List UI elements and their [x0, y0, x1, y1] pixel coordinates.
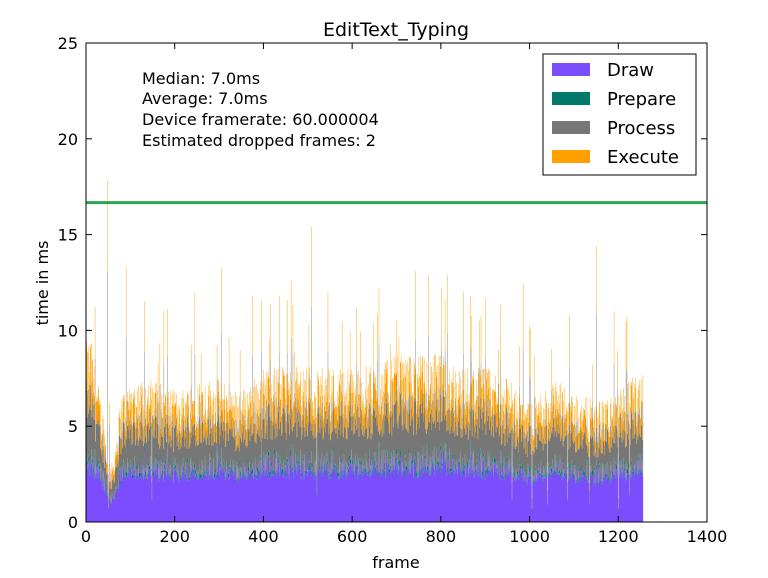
- x-tick-label: 800: [426, 527, 457, 546]
- y-tick-label: 25: [58, 34, 78, 53]
- stats-annotation: Median: 7.0ms Average: 7.0ms Device fram…: [142, 69, 379, 150]
- y-axis-label: time in ms: [33, 241, 52, 326]
- legend-swatch-prepare: [552, 92, 590, 105]
- legend-swatch-draw: [552, 63, 590, 76]
- legend-label-process: Process: [607, 118, 675, 139]
- legend-label-execute: Execute: [607, 147, 679, 168]
- bar-series-prepare: [86, 432, 644, 509]
- plot-frame: [85, 42, 708, 523]
- x-tick-label: 400: [248, 527, 279, 546]
- average-text: Average: 7.0ms: [142, 89, 268, 108]
- x-tick-label: 1200: [598, 527, 639, 546]
- x-ticks: 0 200 400 600 800 1000 1200 1400: [81, 43, 727, 546]
- dropped-frames-text: Estimated dropped frames: 2: [142, 131, 376, 150]
- legend-swatch-execute: [552, 150, 590, 163]
- y-ticks: 0 5 10 15 20 25: [58, 34, 707, 532]
- legend: Draw Prepare Process Execute: [542, 53, 697, 176]
- x-tick-label: 0: [81, 527, 91, 546]
- x-tick-label: 200: [159, 527, 190, 546]
- axes: [85, 42, 708, 523]
- legend-label-prepare: Prepare: [607, 89, 676, 110]
- chart-title: EditText_Typing: [323, 19, 469, 41]
- y-tick-label: 0: [68, 513, 78, 532]
- x-tick-label: 1400: [687, 527, 728, 546]
- y-tick-label: 20: [58, 130, 78, 149]
- legend-label-draw: Draw: [607, 60, 654, 81]
- y-tick-label: 5: [68, 417, 78, 436]
- bar-series-process: [86, 270, 644, 508]
- x-axis-label: frame: [372, 553, 419, 572]
- legend-swatch-process: [552, 121, 590, 134]
- framerate-text: Device framerate: 60.000004: [142, 110, 379, 129]
- stacked-bars: [86, 180, 644, 522]
- y-tick-label: 15: [58, 226, 78, 245]
- bar-series-draw: [86, 449, 644, 522]
- y-tick-label: 10: [58, 321, 78, 340]
- x-tick-label: 1000: [509, 527, 550, 546]
- x-tick-label: 600: [337, 527, 368, 546]
- median-text: Median: 7.0ms: [142, 69, 260, 88]
